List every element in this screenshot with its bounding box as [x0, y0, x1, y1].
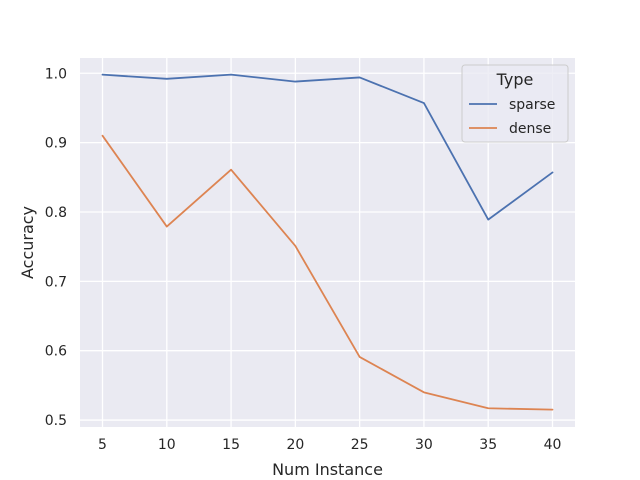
legend: Type sparse dense [461, 64, 569, 143]
tick-labels: 5 10 15 20 25 30 35 40 0.5 0.6 0.7 0.8 0.9 1.0 [45, 66, 562, 453]
y-axis-label: Accuracy [18, 206, 37, 279]
x-tick-label: 40 [544, 437, 562, 453]
x-tick-label: 20 [286, 437, 304, 453]
y-tick-label: 0.7 [45, 274, 67, 290]
x-tick-label: 35 [479, 437, 497, 453]
x-tick-label: 15 [222, 437, 240, 453]
y-tick-label: 0.8 [45, 205, 67, 221]
series-line-sparse [101, 73, 554, 221]
x-tick-label: 25 [351, 437, 369, 453]
y-tick-label: 1.0 [45, 66, 67, 82]
legend-title: Type [496, 70, 534, 89]
series-layer [101, 73, 554, 411]
legend-label-sparse: sparse [509, 97, 555, 113]
y-tick-label: 0.5 [45, 413, 67, 429]
x-tick-label: 5 [98, 437, 107, 453]
series-line-dense [101, 134, 554, 411]
x-axis-label: Num Instance [272, 460, 383, 479]
legend-label-dense: dense [509, 121, 551, 137]
legend-box [461, 64, 569, 143]
y-tick-label: 0.6 [45, 344, 67, 360]
x-tick-label: 30 [415, 437, 433, 453]
x-tick-label: 10 [158, 437, 176, 453]
y-tick-label: 0.9 [45, 136, 67, 152]
